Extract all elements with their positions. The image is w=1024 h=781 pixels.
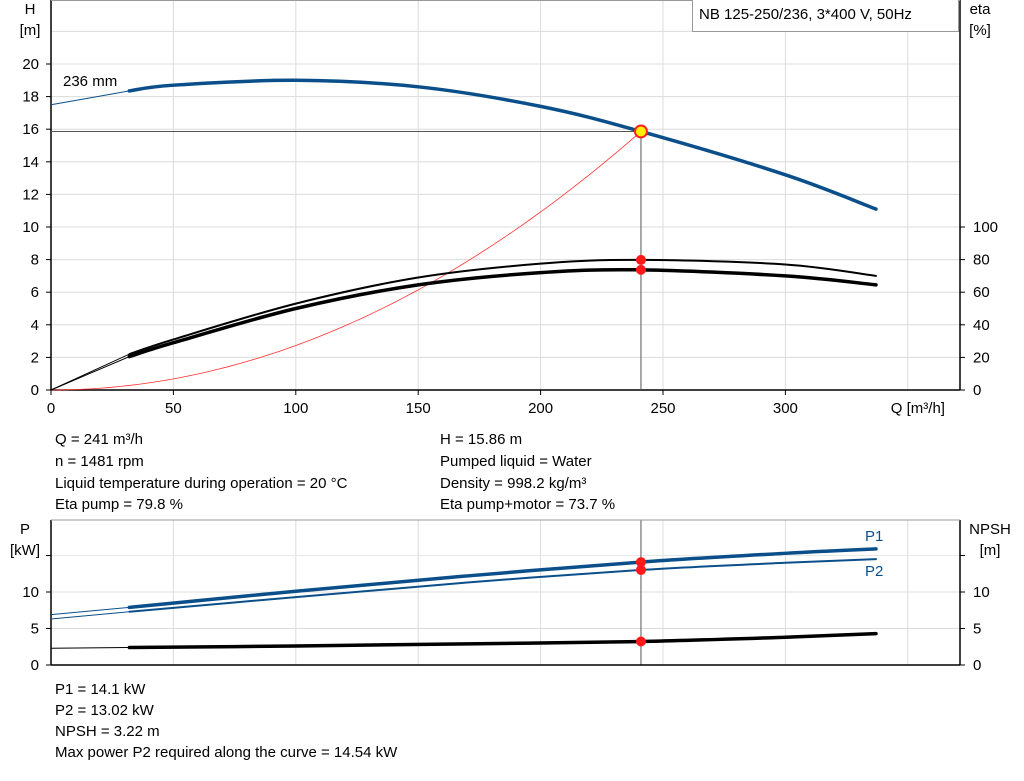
p2-label: P2 <box>865 563 883 580</box>
y-tick-label: 12 <box>22 186 39 203</box>
result-eta-pump: Eta pump = 79.8 % <box>55 496 183 513</box>
y-tick-label: 14 <box>22 154 39 171</box>
y-tick-label: 0 <box>31 382 39 399</box>
curve-label: 236 mm <box>63 73 117 90</box>
x-tick-label: 50 <box>165 400 182 417</box>
p1-label: P1 <box>865 528 883 545</box>
x-tick-label: 100 <box>283 400 308 417</box>
x-axis-label: Q [m³/h] <box>891 400 945 417</box>
x-tick-label: 200 <box>528 400 553 417</box>
p2-point <box>635 564 646 575</box>
head-curve-extension <box>50 90 130 106</box>
result-p2: P2 = 13.02 kW <box>55 702 154 719</box>
eta-pump-motor-point <box>635 264 646 275</box>
p-tick-label: 5 <box>31 621 39 638</box>
x-tick-label: 250 <box>650 400 675 417</box>
result-npsh: NPSH = 3.22 m <box>55 723 160 740</box>
eta-pump-point <box>635 254 646 265</box>
y-tick-label: 4 <box>31 317 39 334</box>
result-max-p2: Max power P2 required along the curve = … <box>55 744 398 761</box>
npsh-axis-label: NPSH <box>969 521 1011 538</box>
x-tick-label: 300 <box>773 400 798 417</box>
y2-tick-label: 20 <box>973 349 990 366</box>
result-temp: Liquid temperature during operation = 20… <box>55 475 348 492</box>
npsh-curve <box>127 631 878 650</box>
p-axis-label: P <box>20 521 30 538</box>
operating-point-marker <box>633 124 648 139</box>
y2-tick-label: 0 <box>973 382 981 399</box>
result-q: Q = 241 m³/h <box>55 431 143 448</box>
result-eta-pump-motor: Eta pump+motor = 73.7 % <box>440 496 616 513</box>
p1-curve <box>127 547 878 610</box>
chart-title: NB 125-250/236, 3*400 V, 50Hz <box>692 0 959 32</box>
npsh-tick-label: 0 <box>973 657 981 674</box>
y2-tick-label: 40 <box>973 317 990 334</box>
y-tick-label: 8 <box>31 252 39 269</box>
p-tick-label: 10 <box>22 584 39 601</box>
result-n: n = 1481 rpm <box>55 453 144 470</box>
eta-pump-motor-curve-extension <box>50 356 130 391</box>
npsh-tick-label: 10 <box>973 584 990 601</box>
y2-tick-label: 80 <box>973 252 990 269</box>
npsh-axis-unit: [m] <box>980 542 1001 559</box>
system-curve <box>50 131 642 391</box>
result-liquid: Pumped liquid = Water <box>440 453 592 470</box>
result-density: Density = 998.2 kg/m³ <box>440 475 587 492</box>
y-axis-unit: [m] <box>20 22 41 39</box>
npsh-point <box>635 636 646 647</box>
p2-curve <box>128 558 877 613</box>
result-h: H = 15.86 m <box>440 431 523 448</box>
x-tick-label: 0 <box>47 400 55 417</box>
y2-axis-unit: [%] <box>969 22 991 39</box>
y-tick-label: 10 <box>22 219 39 236</box>
y-tick-label: 16 <box>22 121 39 138</box>
y2-tick-label: 60 <box>973 284 990 301</box>
p2-curve-extension <box>50 611 130 620</box>
x-tick-label: 150 <box>406 400 431 417</box>
p-tick-label: 0 <box>31 657 39 674</box>
head-curve <box>127 78 878 211</box>
result-p1: P1 = 14.1 kW <box>55 681 146 698</box>
npsh-curve-extension <box>50 646 130 649</box>
y-axis-label: H <box>25 1 36 18</box>
y2-axis-label: eta <box>970 1 992 18</box>
eta-pump-curve <box>128 258 877 356</box>
p-axis-unit: [kW] <box>10 542 40 559</box>
p1-point <box>635 557 646 568</box>
npsh-tick-label: 5 <box>973 621 981 638</box>
p1-curve-extension <box>50 606 130 616</box>
y-tick-label: 18 <box>22 89 39 106</box>
eta-pump-motor-curve <box>127 267 878 359</box>
y2-tick-label: 100 <box>973 219 998 236</box>
y-tick-label: 2 <box>31 349 39 366</box>
y-tick-label: 6 <box>31 284 39 301</box>
y-tick-label: 20 <box>22 56 39 73</box>
